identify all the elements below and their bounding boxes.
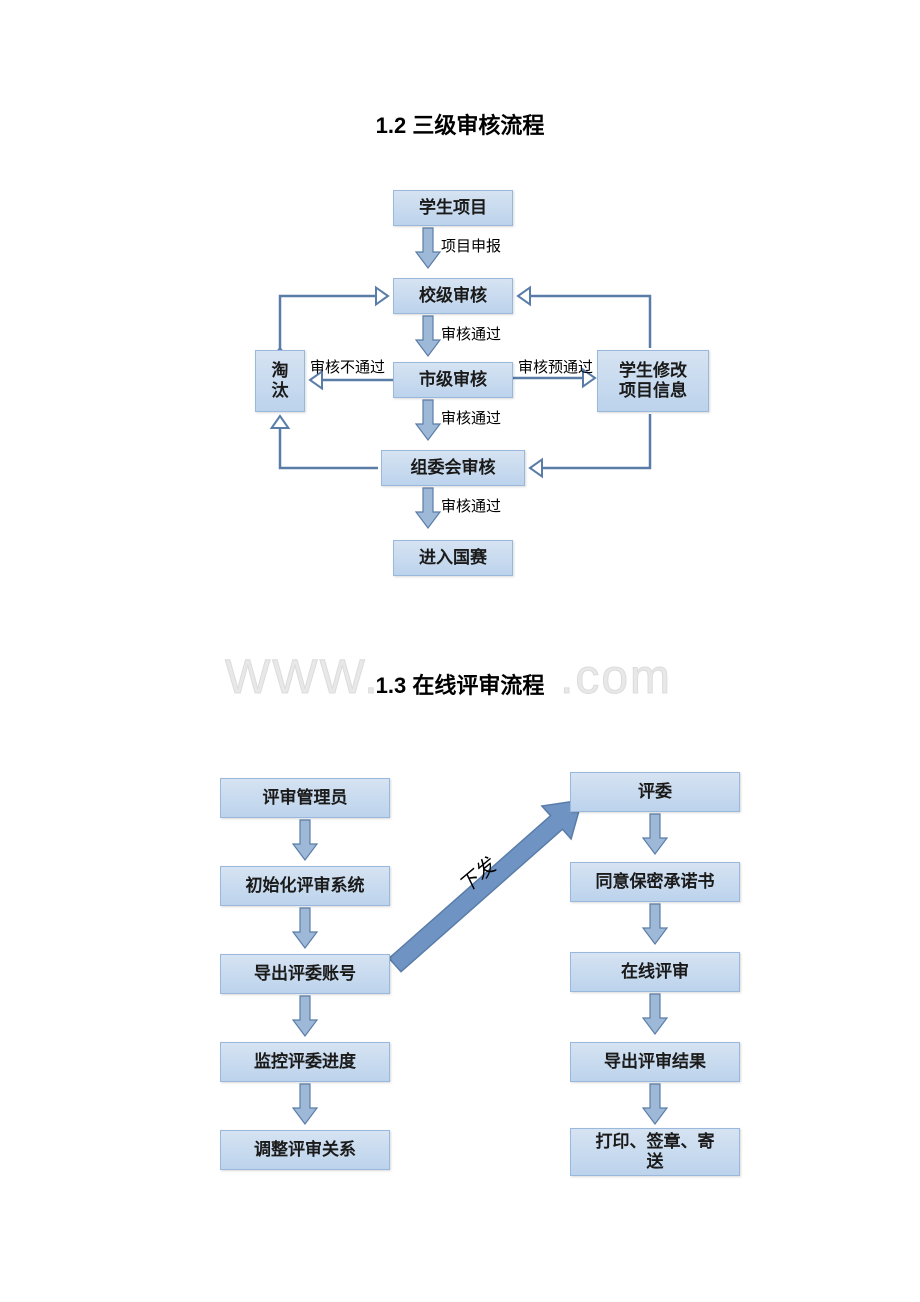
flow1-node-n4: 组委会审核	[381, 450, 525, 486]
flow1-node-n7: 学生修改 项目信息	[597, 350, 709, 412]
flow2-node-l3: 导出评委账号	[220, 954, 390, 994]
flow1-edge-label-3: 审核通过	[441, 495, 501, 516]
flow1-horiz-label-1: 审核预通过	[518, 356, 593, 377]
flow2-node-l2: 初始化评审系统	[220, 866, 390, 906]
flow1-edge-label-1: 审核通过	[441, 323, 501, 344]
flow2-node-l5: 调整评审关系	[220, 1130, 390, 1170]
flow2-node-r1: 评委	[570, 772, 740, 812]
section-heading-2: 1.3 在线评审流程	[0, 668, 920, 700]
flow2-node-l1: 评审管理员	[220, 778, 390, 818]
flow1-edge-label-0: 项目申报	[441, 235, 501, 256]
flow2-node-l4: 监控评委进度	[220, 1042, 390, 1082]
flow1-horiz-label-0: 审核不通过	[310, 356, 385, 377]
flow2-node-r3: 在线评审	[570, 952, 740, 992]
flow2-node-r4: 导出评审结果	[570, 1042, 740, 1082]
flow1-node-n3: 市级审核	[393, 362, 513, 398]
flow1-node-n5: 进入国赛	[393, 540, 513, 576]
flow1-edge-label-2: 审核通过	[441, 407, 501, 428]
watermark-left: WWW.	[225, 650, 380, 705]
section-heading-1: 1.2 三级审核流程	[0, 108, 920, 140]
flow2-big-arrow-label: 下发	[451, 851, 500, 899]
flow1-node-n1: 学生项目	[393, 190, 513, 226]
watermark-right: .com	[560, 650, 672, 705]
flow2-node-r2: 同意保密承诺书	[570, 862, 740, 902]
flow2-node-r5: 打印、签章、寄 送	[570, 1128, 740, 1176]
flow1-node-n6: 淘 汰	[255, 350, 305, 412]
flow1-node-n2: 校级审核	[393, 278, 513, 314]
